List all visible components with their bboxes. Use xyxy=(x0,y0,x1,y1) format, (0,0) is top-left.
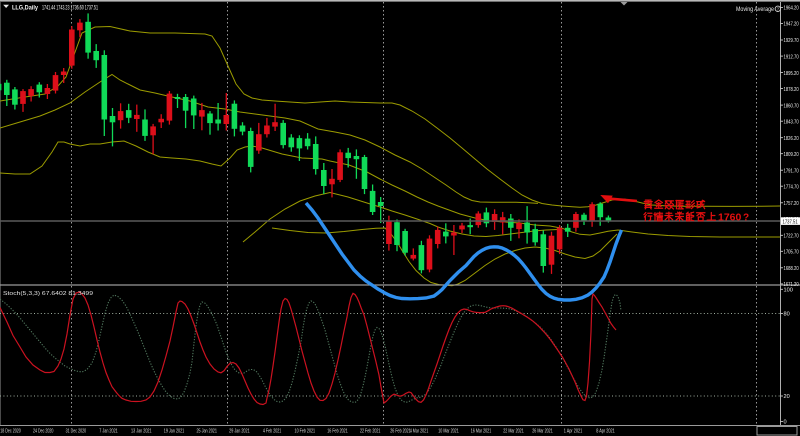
svg-text:10 Mar 2021: 10 Mar 2021 xyxy=(438,428,459,434)
svg-text:24 Dec 2020: 24 Dec 2020 xyxy=(33,428,54,434)
svg-text:26 Mar 2021: 26 Mar 2021 xyxy=(532,428,553,434)
svg-text:25 Jan 2021: 25 Jan 2021 xyxy=(196,428,217,434)
svg-text:1878.20: 1878.20 xyxy=(784,87,799,93)
svg-text:7 Jan 2021: 7 Jan 2021 xyxy=(99,428,118,434)
svg-text:1964.20: 1964.20 xyxy=(784,6,799,12)
svg-text:18 Dec 2020: 18 Dec 2020 xyxy=(0,428,21,434)
svg-text:1929.70: 1929.70 xyxy=(784,38,799,44)
svg-text:100: 100 xyxy=(784,288,793,294)
svg-text:19 Jan 2021: 19 Jan 2021 xyxy=(164,428,185,434)
svg-text:20: 20 xyxy=(784,394,790,400)
svg-text:1860.70: 1860.70 xyxy=(784,103,799,109)
svg-text:1826.20: 1826.20 xyxy=(784,136,799,142)
svg-text:29 Jan 2021: 29 Jan 2021 xyxy=(229,428,250,434)
svg-text:?: ? xyxy=(777,7,780,12)
svg-text:Stoch(5,3,3) 67.6402 81.3499: Stoch(5,3,3) 67.6402 81.3499 xyxy=(3,291,93,297)
svg-text:16 Feb 2021: 16 Feb 2021 xyxy=(327,428,348,434)
svg-text:1722.70: 1722.70 xyxy=(784,234,799,240)
svg-text:1 Apr 2021: 1 Apr 2021 xyxy=(564,428,583,434)
svg-text:26 Feb 2021: 26 Feb 2021 xyxy=(390,428,411,434)
svg-text:1741.44 1743.23 1736.60 1737.5: 1741.44 1743.23 1736.60 1737.51 xyxy=(42,4,98,11)
svg-text:22 Mar 2021: 22 Mar 2021 xyxy=(503,428,524,434)
svg-text:8 Apr 2021: 8 Apr 2021 xyxy=(596,428,615,434)
svg-text:31 Dec 2020: 31 Dec 2020 xyxy=(66,428,87,434)
svg-text:1791.70: 1791.70 xyxy=(784,168,799,174)
svg-text:1757.20: 1757.20 xyxy=(784,201,799,207)
svg-text:80: 80 xyxy=(784,312,790,318)
svg-text:1809.20: 1809.20 xyxy=(784,152,799,158)
svg-text:4 Feb 2021: 4 Feb 2021 xyxy=(263,428,282,434)
svg-text:13 Jan 2021: 13 Jan 2021 xyxy=(131,428,152,434)
svg-text:Moving Average: Moving Average xyxy=(736,7,775,13)
svg-text:10 Feb 2021: 10 Feb 2021 xyxy=(295,428,316,434)
svg-text:1843.70: 1843.70 xyxy=(784,119,799,125)
svg-text:1895.20: 1895.20 xyxy=(784,71,799,77)
svg-text:?: ? xyxy=(743,213,749,224)
svg-text:1671.20: 1671.20 xyxy=(784,282,799,288)
svg-text:1774.70: 1774.70 xyxy=(784,184,799,190)
svg-text:1737.51: 1737.51 xyxy=(783,219,798,225)
svg-text:1947.20: 1947.20 xyxy=(784,22,799,28)
svg-text:LLG,Daily: LLG,Daily xyxy=(12,4,38,11)
svg-text:4 Mar 2021: 4 Mar 2021 xyxy=(410,428,429,434)
svg-text:22 Feb 2021: 22 Feb 2021 xyxy=(360,428,381,434)
svg-text:1705.70: 1705.70 xyxy=(784,250,799,256)
svg-text:16 Mar 2021: 16 Mar 2021 xyxy=(471,428,492,434)
svg-text:1912.70: 1912.70 xyxy=(784,54,799,60)
svg-text:1688.20: 1688.20 xyxy=(784,266,799,272)
svg-text:0: 0 xyxy=(784,420,787,426)
svg-text:1760: 1760 xyxy=(718,212,742,224)
